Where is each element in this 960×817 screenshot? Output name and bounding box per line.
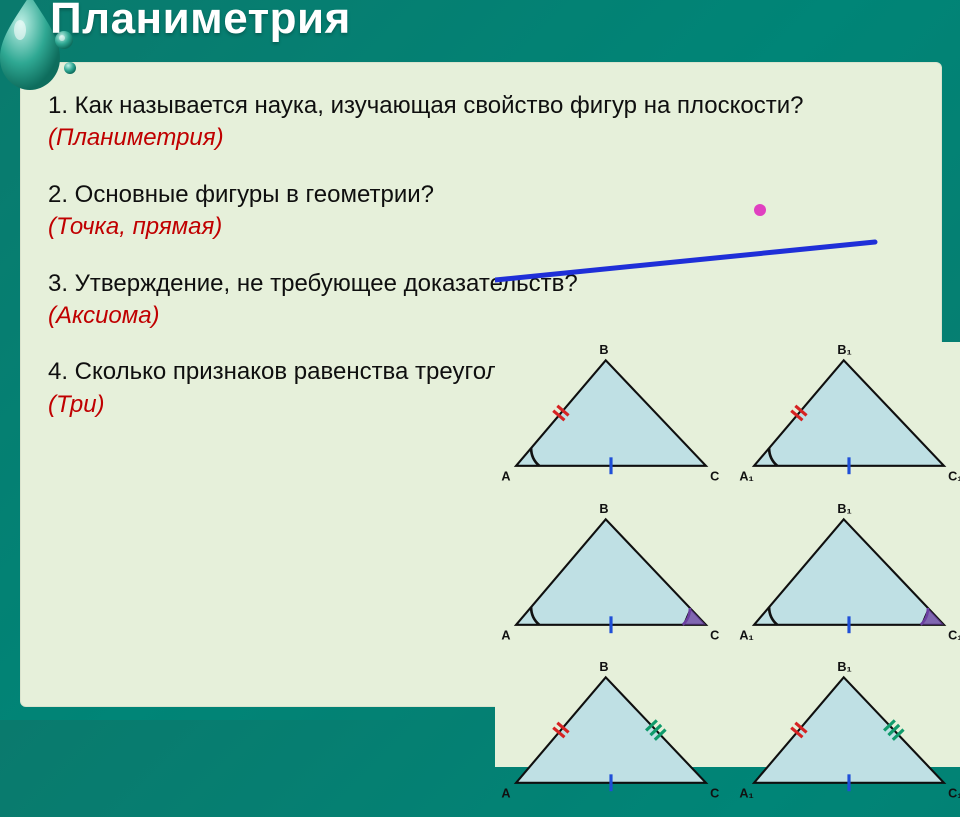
qa-item: 1. Как называется наука, изучающая свойс… [48, 90, 914, 155]
svg-text:A₁: A₁ [739, 628, 753, 642]
triangle-cell: A₁ B₁ C₁ [733, 501, 960, 654]
slide-card: 1. Как называется наука, изучающая свойс… [20, 62, 942, 707]
svg-text:B: B [599, 502, 608, 516]
line-and-point-figure [495, 192, 925, 312]
answer-text: (Планиметрия) [48, 122, 914, 154]
triangles-panel: ABCA₁B₁C₁ABCA₁B₁C₁ABCA₁B₁C₁ [495, 342, 960, 767]
svg-text:B: B [599, 343, 608, 357]
svg-text:C₁: C₁ [948, 787, 960, 801]
svg-text:B₁: B₁ [837, 343, 851, 357]
svg-text:C: C [710, 787, 719, 801]
svg-text:C: C [710, 628, 719, 642]
triangle-cell: A B C [495, 659, 727, 812]
svg-text:C: C [710, 470, 719, 484]
svg-text:B₁: B₁ [837, 502, 851, 516]
svg-text:A: A [501, 628, 510, 642]
triangle-cell: A B C [495, 501, 727, 654]
svg-text:A: A [501, 470, 510, 484]
slide-title: Планиметрия [50, 0, 351, 44]
svg-text:B: B [599, 660, 608, 674]
svg-text:C₁: C₁ [948, 470, 960, 484]
question-text: 1. Как называется наука, изучающая свойс… [48, 90, 914, 122]
triangle-cell: A₁ B₁ C₁ [733, 342, 960, 495]
svg-text:A₁: A₁ [739, 787, 753, 801]
triangle-cell: A₁ B₁ C₁ [733, 659, 960, 812]
svg-text:C₁: C₁ [948, 628, 960, 642]
svg-text:A₁: A₁ [739, 470, 753, 484]
svg-text:B₁: B₁ [837, 660, 851, 674]
triangle-cell: A B C [495, 342, 727, 495]
svg-text:A: A [501, 787, 510, 801]
